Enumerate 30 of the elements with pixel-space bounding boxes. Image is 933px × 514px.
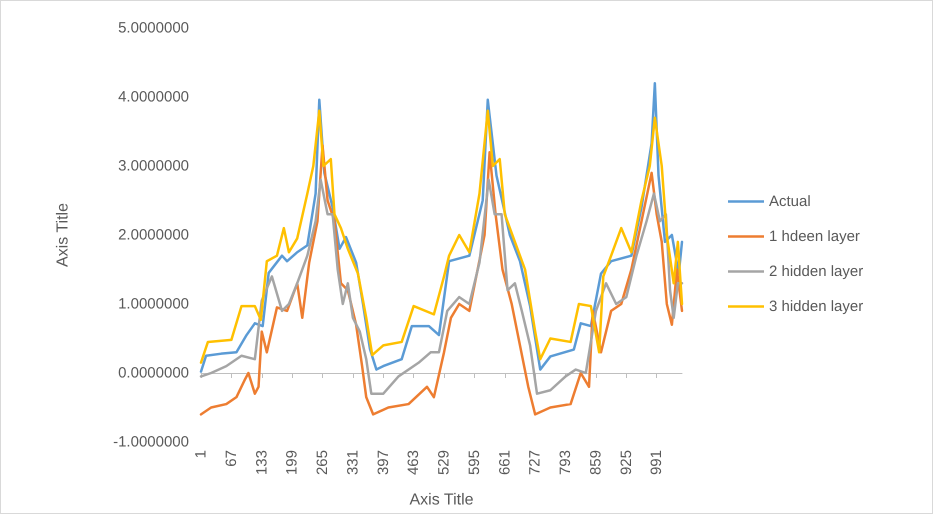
y-axis-title: Axis Title — [54, 202, 72, 268]
x-tick-label: 67 — [222, 450, 240, 467]
y-tick-label: 2.0000000 — [118, 226, 189, 244]
x-tick-label: 925 — [618, 450, 635, 476]
x-tick-label: 199 — [284, 450, 301, 476]
legend-label: 3 hidden layer — [769, 298, 864, 315]
legend-label: Actual — [769, 193, 811, 210]
x-tick-label: 463 — [405, 450, 422, 476]
x-tick-label: 595 — [466, 450, 483, 476]
legend-label: 2 hidden layer — [769, 263, 864, 280]
y-tick-label: 1.0000000 — [118, 296, 189, 312]
y-tick-label: 0.0000000 — [118, 364, 189, 382]
x-tick-label: 529 — [436, 450, 453, 476]
x-tick-label: 133 — [253, 450, 270, 476]
x-tick-label: 793 — [557, 450, 574, 476]
x-tick-label: 859 — [587, 450, 604, 476]
legend-label: 1 hdeen layer — [769, 228, 860, 245]
y-tick-label: 4.0000000 — [118, 88, 189, 106]
x-tick-label: 661 — [496, 450, 514, 476]
y-tick-label: -1.0000000 — [113, 434, 189, 450]
x-tick-label: 265 — [314, 450, 332, 476]
y-tick-label: 3.0000000 — [118, 158, 189, 174]
x-tick-label: 1 — [192, 450, 210, 458]
y-tick-label: 5.0000000 — [118, 20, 189, 36]
x-tick-label: 727 — [526, 450, 544, 476]
x-axis-title: Axis Title — [409, 492, 474, 508]
x-tick-label: 991 — [648, 450, 666, 476]
x-tick-label: 331 — [344, 450, 362, 476]
x-tick-label: 397 — [374, 450, 392, 476]
line-series — [200, 178, 684, 395]
